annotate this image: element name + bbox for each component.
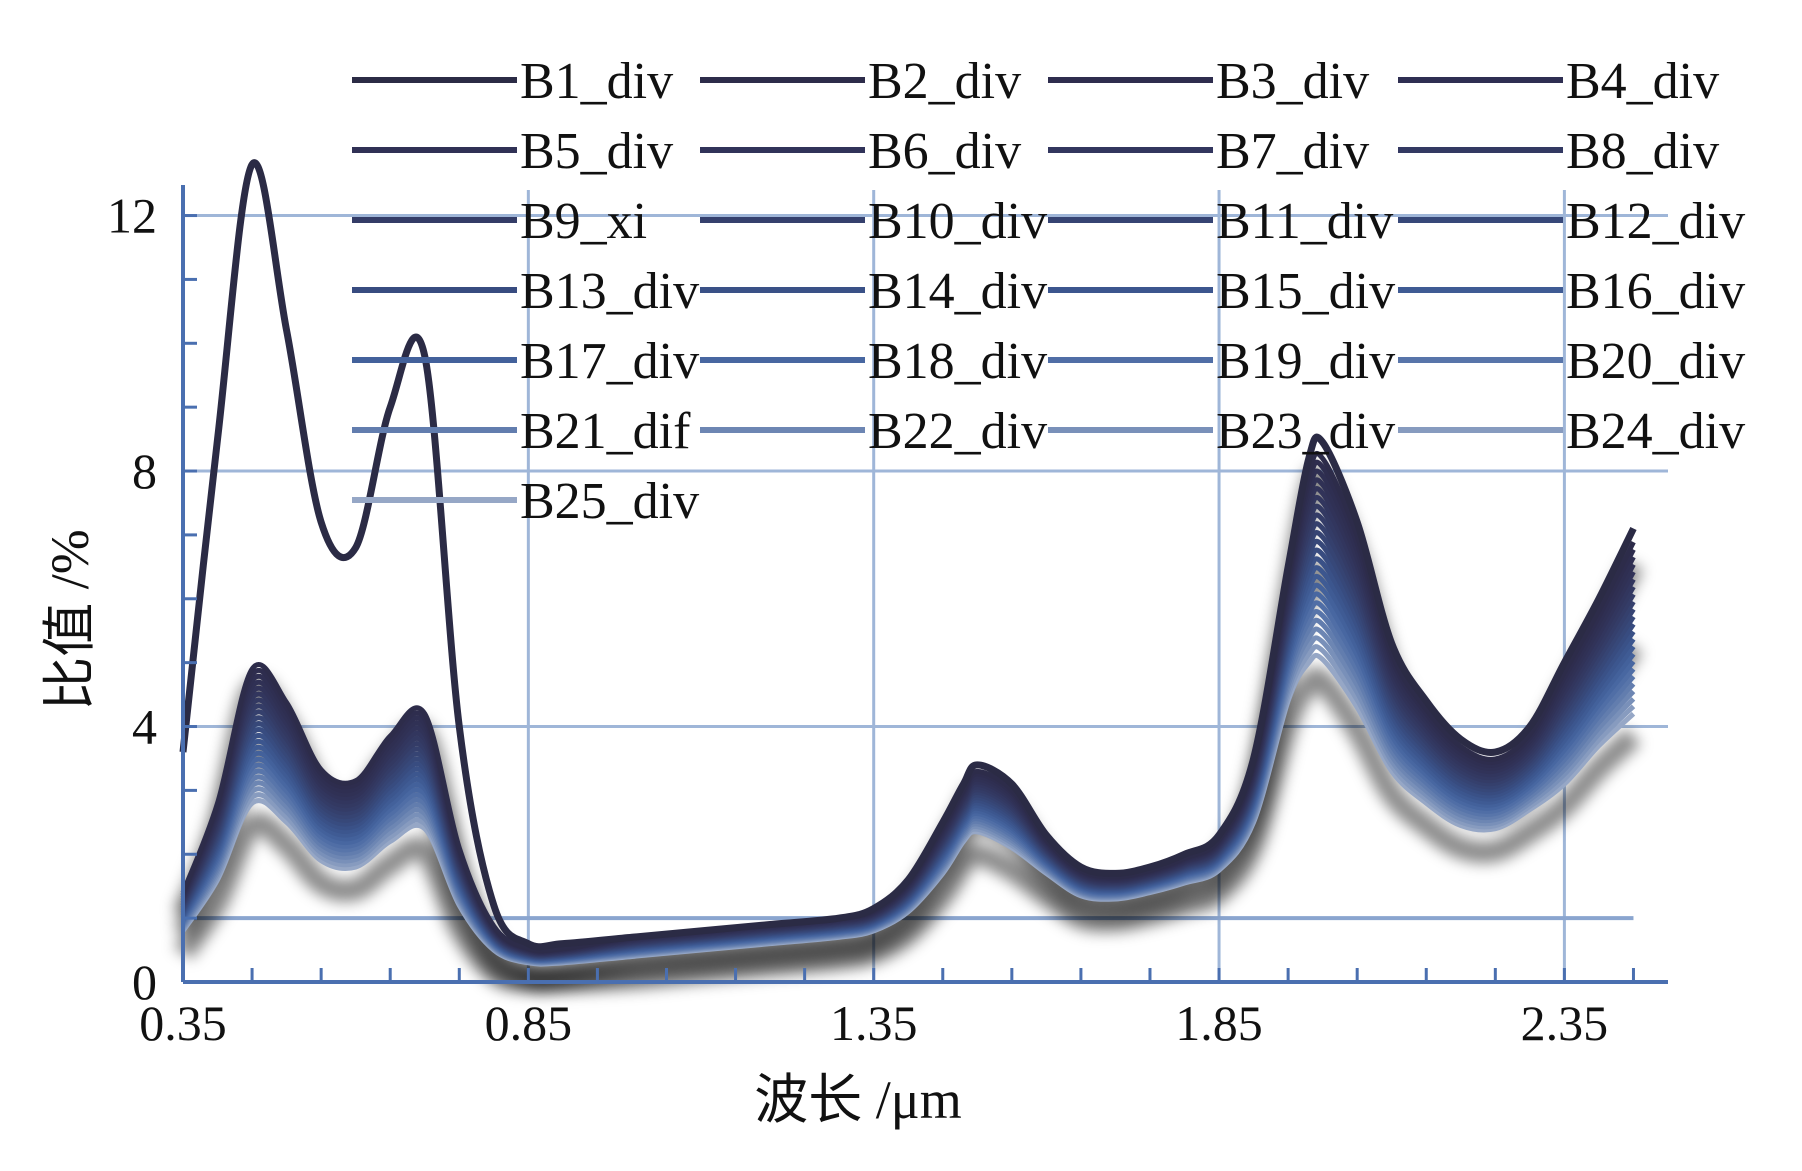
- legend: B1_div B2_div B3_div B4_div B5_div B6_div B7_d…: [352, 53, 1745, 530]
- legend-label: B12_div: [1566, 193, 1745, 250]
- series-line-b20-div: [180, 609, 1636, 964]
- legend-label: B15_div: [1216, 263, 1395, 320]
- series-line-b17-div: [180, 582, 1636, 962]
- legend-label: B17_div: [520, 333, 699, 390]
- y-tick-label: 0: [132, 954, 157, 1010]
- legend-label: B1_div: [520, 53, 673, 110]
- x-axis-label: 波长 /μm: [754, 1070, 961, 1130]
- legend-label: B7_div: [1216, 123, 1369, 180]
- axes: 0.35 0.85 1.35 1.85 2.35 0 4 8 12: [107, 185, 1668, 1051]
- legend-label: B20_div: [1566, 333, 1745, 390]
- legend-label: B2_div: [868, 53, 1021, 110]
- legend-label: B8_div: [1566, 123, 1719, 180]
- series-lines: [179, 159, 1637, 967]
- series-line-b24-div: [180, 644, 1636, 966]
- legend-label: B6_div: [868, 123, 1021, 180]
- y-tick-label: 12: [107, 188, 157, 244]
- y-tick-label: 8: [132, 443, 157, 499]
- legend-label: B9_xi: [520, 193, 647, 250]
- series-line-b2-div: [180, 451, 1636, 954]
- x-tick-label: 1.85: [1175, 995, 1263, 1051]
- x-tick-label: 0.35: [139, 995, 227, 1051]
- x-tick-label: 2.35: [1521, 995, 1609, 1051]
- legend-label: B22_div: [868, 403, 1047, 460]
- series-line-b18-div: [180, 591, 1636, 963]
- legend-label: B25_div: [520, 473, 699, 530]
- legend-label: B21_dif: [520, 403, 691, 460]
- legend-label: B23_div: [1216, 403, 1395, 460]
- legend-label: B10_div: [868, 193, 1047, 250]
- legend-label: B18_div: [868, 333, 1047, 390]
- x-tick-label: 1.35: [830, 995, 918, 1051]
- x-tick-label: 0.85: [485, 995, 573, 1051]
- legend-label: B11_div: [1216, 193, 1393, 250]
- series-shadow: [173, 666, 1641, 994]
- legend-label: B13_div: [520, 263, 699, 320]
- legend-label: B24_div: [1566, 403, 1745, 460]
- series-line-b1-div: [179, 159, 1637, 951]
- legend-label: B14_div: [868, 263, 1047, 320]
- legend-label: B5_div: [520, 123, 673, 180]
- legend-label: B19_div: [1216, 333, 1395, 390]
- series-line-b19-div: [180, 600, 1636, 964]
- y-tick-label: 4: [132, 699, 157, 755]
- series-line-b22-div: [180, 626, 1636, 965]
- series-line-b21-dif: [180, 617, 1636, 965]
- y-axis-label: 比值 /%: [40, 529, 100, 711]
- legend-label: B16_div: [1566, 263, 1745, 320]
- legend-label: B4_div: [1566, 53, 1719, 110]
- series-line-b23-div: [180, 635, 1636, 966]
- series-line-b25-div: [180, 652, 1636, 967]
- legend-label: B3_div: [1216, 53, 1369, 110]
